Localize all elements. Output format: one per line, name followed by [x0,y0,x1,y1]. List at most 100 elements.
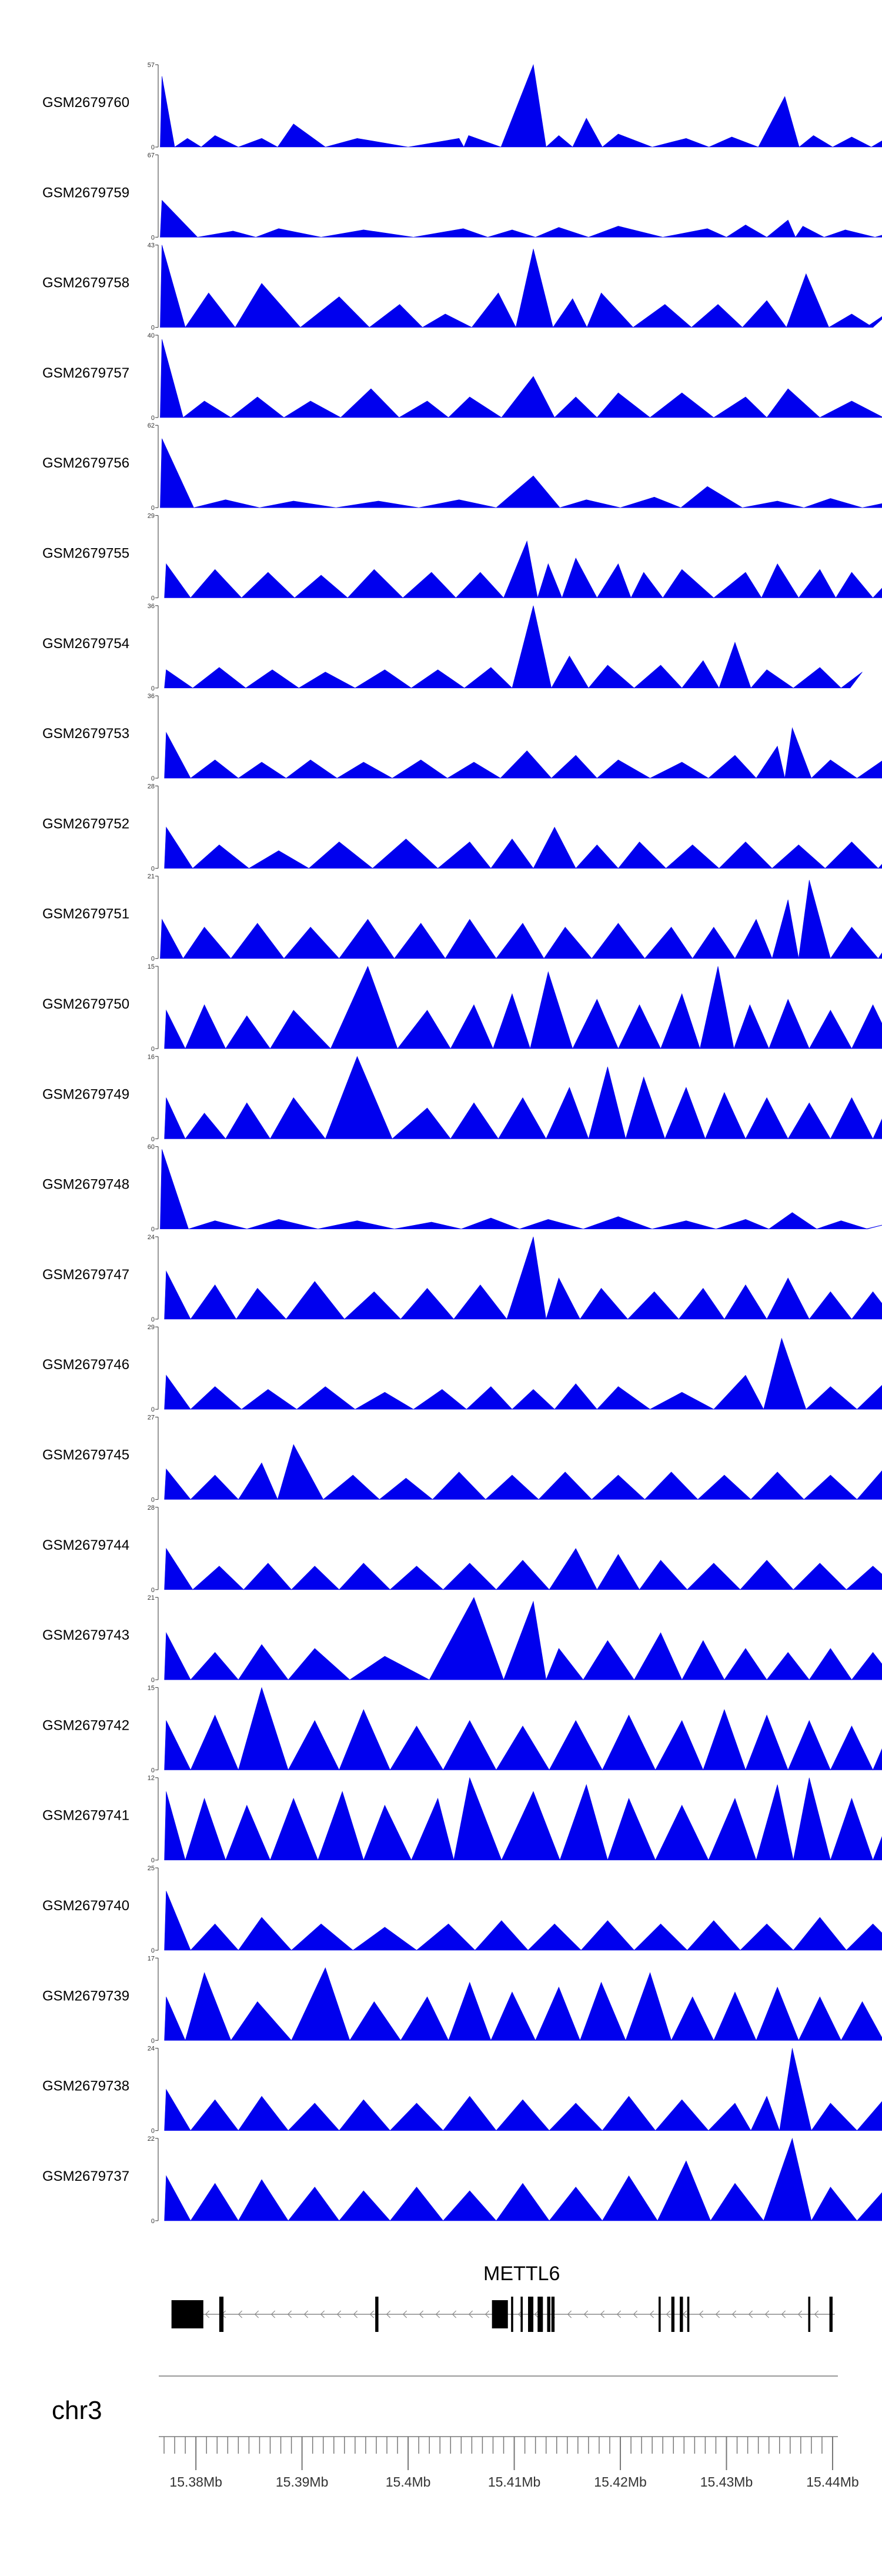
coverage-peak [400,1287,455,1320]
coverage-peak [379,1477,433,1500]
coverage-peak [164,669,193,689]
coverage-peak [285,1281,345,1320]
coverage-peak [678,1287,725,1320]
gene-exon [375,2297,379,2332]
coverage-peak [453,1284,507,1320]
track-label: GSM2679758 [42,275,129,291]
coverage-peak [811,759,858,779]
x-tick-label: 15.4Mb [386,2474,431,2490]
coverage-peak [878,952,882,959]
coverage-peak [766,388,821,418]
coverage-peak [318,1220,395,1229]
coverage-peak [190,1923,239,1951]
coverage-peak [771,899,799,959]
coverage-peak [591,923,646,959]
gene-exon [687,2297,690,2332]
coverage-peak [225,1015,271,1049]
track-label: GSM2679754 [42,636,129,652]
coverage-peak [583,1216,653,1229]
coverage-peak [500,64,547,148]
coverage-peak [650,1392,714,1410]
track-label: GSM2679745 [42,1447,129,1463]
track-ymin-label: 0 [151,1136,155,1143]
coverage-peak [719,642,751,689]
coverage-peak [655,1720,704,1770]
gene-exon [547,2297,550,2332]
coverage-peak [185,1113,226,1139]
coverage-peak [664,1086,706,1139]
strand-arrow [452,2310,457,2318]
coverage-peak [389,2103,444,2131]
track-ymax-label: 21 [148,873,155,880]
coverage-peak [241,572,295,598]
coverage-peak [238,2179,289,2221]
strand-arrow [386,2310,391,2318]
coverage-peak [394,923,446,959]
coverage-peak [190,1714,239,1770]
coverage-peak [288,1648,350,1680]
coverage-peak [546,1277,580,1320]
track-ymax-label: 67 [148,152,155,159]
coverage-peak [724,1648,767,1680]
track-ymin-label: 0 [151,2128,155,2135]
gene-exon [528,2297,534,2332]
coverage-peak [192,845,250,869]
coverage-peak [506,1236,547,1320]
track-GSM2679754: GSM2679754 36 0 [42,603,863,692]
track-ymin-label: 0 [151,144,155,151]
coverage-peak [238,1644,289,1680]
coverage-peak [496,923,544,959]
coverage-peak [830,1726,874,1770]
track-label: GSM2679737 [42,2168,129,2184]
coverage-peak [856,1384,882,1410]
track-ymin-label: 0 [151,2037,155,2044]
coverage-peak [552,298,587,328]
coverage-peak [671,1996,714,2041]
coverage-peak [321,229,414,238]
strand-arrow [254,2310,259,2318]
track-label: GSM2679751 [42,906,129,922]
coverage-peak [291,1967,350,2041]
coverage-peak [877,863,882,869]
strand-arrow [583,2310,589,2318]
coverage-peak [290,1923,354,1951]
coverage-peak [160,199,198,238]
coverage-peak [190,2099,239,2131]
coverage-peak [164,826,193,869]
coverage-peak [851,1291,882,1320]
strand-arrow [633,2310,638,2318]
coverage-peak [681,1640,725,1680]
track-GSM2679740: GSM2679740 25 0 [42,1865,882,1954]
coverage-peak [245,669,300,689]
coverage-peak [840,672,863,689]
gene-exon [520,2297,523,2332]
track-ymax-label: 36 [148,693,155,700]
coverage-peak [197,231,256,238]
track-ymin-label: 0 [151,2218,155,2225]
coverage-peak [496,475,560,508]
coverage-peak [787,1102,831,1139]
coverage-peak [572,999,619,1049]
track-ymax-label: 21 [148,1594,155,1601]
track-label: GSM2679755 [42,546,129,562]
coverage-peak [413,1389,467,1410]
coverage-peak [840,2001,882,2041]
coverage-peak [269,1097,326,1139]
track-GSM2679749: GSM2679749 16 0 [42,1053,882,1143]
coverage-peak [192,1566,245,1590]
coverage-peak [392,1107,451,1139]
coverage-peak [703,1709,746,1770]
track-GSM2679745: GSM2679745 27 0 [42,1414,882,1504]
track-label: GSM2679744 [42,1537,129,1553]
track-GSM2679741: GSM2679741 12 0 [42,1775,882,1864]
coverage-peak [793,667,842,689]
track-ymax-label: 24 [148,1234,155,1241]
coverage-peak [410,669,465,689]
track-label: GSM2679743 [42,1627,129,1643]
coverage-peak [455,572,505,598]
coverage-peak [190,569,242,598]
coverage-peak [700,966,734,1049]
coverage-peak [758,96,800,148]
strand-arrow [353,2310,358,2318]
coverage-peak [559,1784,608,1860]
